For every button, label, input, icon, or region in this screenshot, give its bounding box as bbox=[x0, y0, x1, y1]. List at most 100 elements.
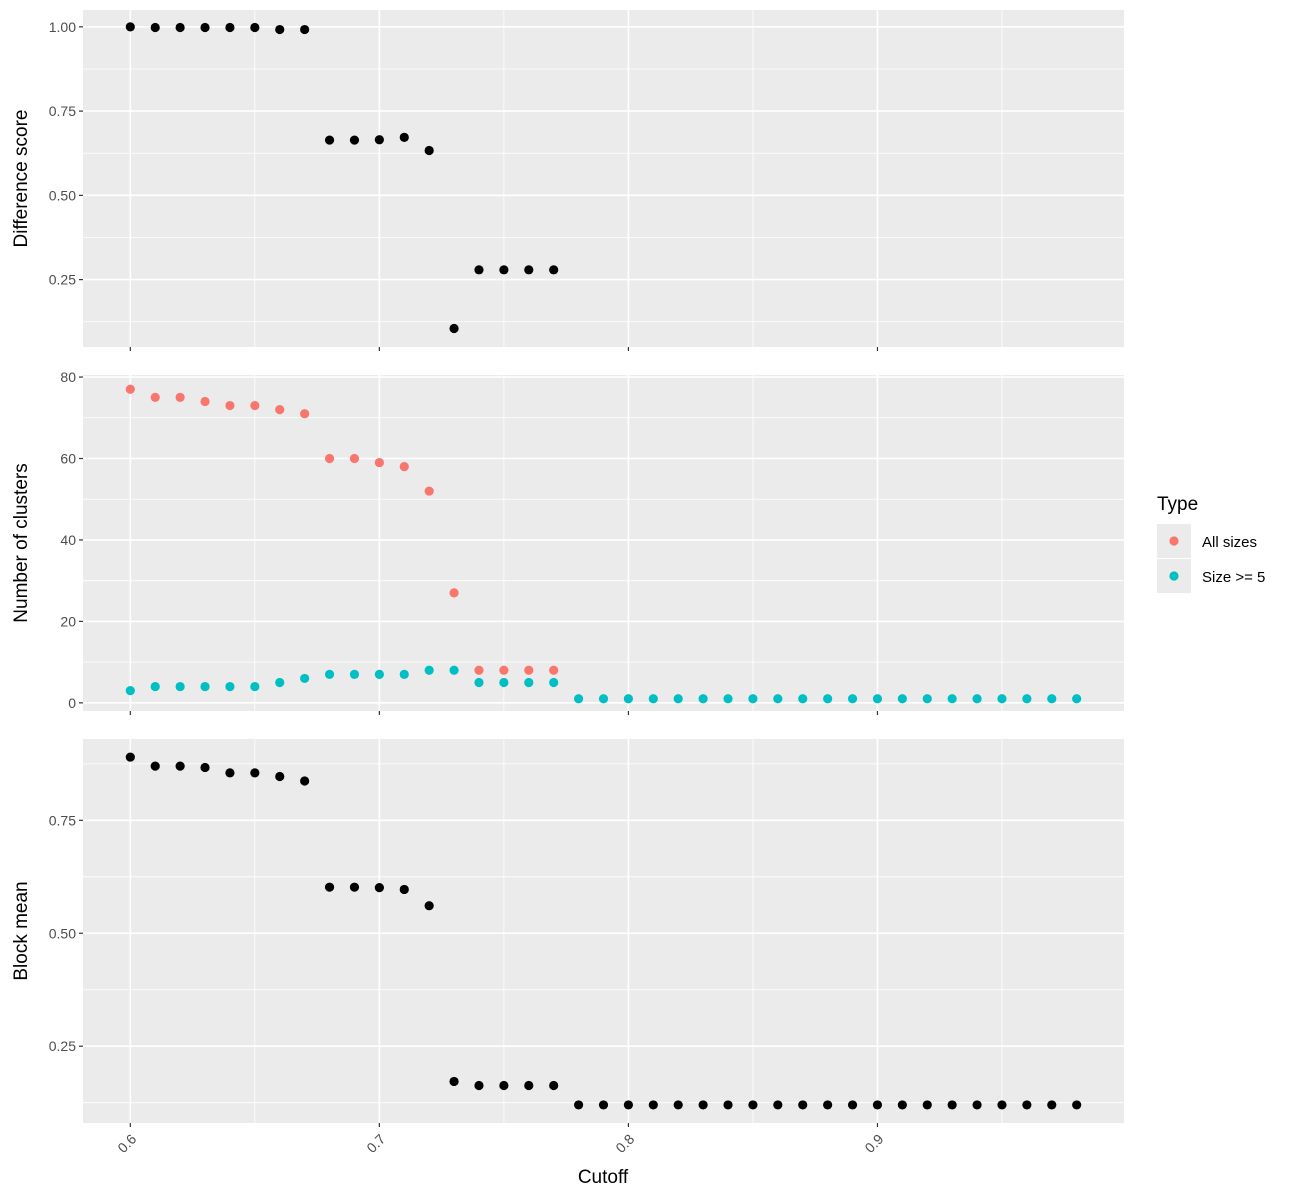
data-point bbox=[872, 1100, 883, 1110]
x-tick-label: 0.7 bbox=[363, 1131, 388, 1156]
legend-label-all-sizes: All sizes bbox=[1202, 534, 1257, 551]
y-tick-label: 20 bbox=[60, 613, 76, 629]
y-tick-label: 40 bbox=[60, 532, 76, 548]
y-tick-label: 0.25 bbox=[49, 272, 76, 288]
data-point bbox=[648, 694, 658, 704]
data-point bbox=[499, 665, 509, 675]
data-point bbox=[549, 265, 559, 275]
legend-label-size-5: Size >= 5 bbox=[1202, 569, 1265, 586]
data-point bbox=[1047, 1100, 1057, 1110]
data-point bbox=[374, 457, 384, 468]
panels: 0.25 0.50 0.75 1.00 Difference score 0 20 40 60 8… bbox=[11, 10, 1124, 1156]
data-point bbox=[324, 453, 335, 464]
data-point bbox=[399, 669, 409, 679]
data-point bbox=[1047, 694, 1057, 704]
data-point bbox=[399, 884, 409, 895]
data-point bbox=[922, 694, 932, 704]
data-point bbox=[349, 669, 360, 679]
data-point bbox=[250, 681, 260, 692]
data-point bbox=[723, 1100, 733, 1110]
data-point bbox=[399, 462, 409, 472]
data-point bbox=[673, 1100, 683, 1110]
data-point bbox=[499, 1080, 509, 1091]
x-axis-title: Cutoff bbox=[578, 1167, 629, 1188]
data-point bbox=[1072, 694, 1082, 704]
data-point bbox=[1022, 1100, 1032, 1110]
x-tick-label: 0.8 bbox=[612, 1131, 637, 1156]
y-tick-label: 0.75 bbox=[49, 812, 76, 828]
panel-background bbox=[83, 10, 1124, 347]
data-point bbox=[474, 677, 484, 688]
data-point bbox=[225, 400, 235, 411]
y-tick-label: 0.50 bbox=[49, 925, 76, 941]
legend-key-size-5 bbox=[1169, 571, 1179, 581]
data-point bbox=[673, 694, 683, 704]
data-point bbox=[947, 694, 957, 704]
data-point bbox=[175, 761, 185, 771]
data-point bbox=[748, 694, 758, 704]
data-point bbox=[499, 265, 509, 275]
data-point bbox=[474, 1080, 484, 1091]
data-point bbox=[648, 1100, 658, 1110]
data-point bbox=[773, 694, 783, 704]
data-point bbox=[175, 392, 185, 402]
data-point bbox=[374, 669, 384, 679]
y-tick-label: 0.50 bbox=[49, 187, 76, 203]
data-point bbox=[549, 665, 559, 675]
y-tick-label: 80 bbox=[60, 369, 76, 385]
data-point bbox=[424, 665, 434, 675]
data-point bbox=[449, 665, 459, 675]
data-point bbox=[499, 677, 509, 688]
data-point bbox=[324, 135, 335, 145]
data-point bbox=[1022, 694, 1032, 704]
y-axis-title-top: Difference score bbox=[11, 110, 32, 248]
data-point bbox=[698, 1100, 708, 1110]
data-point bbox=[349, 135, 360, 145]
data-point bbox=[374, 883, 384, 893]
data-point bbox=[200, 681, 210, 692]
data-point bbox=[623, 694, 634, 704]
data-point bbox=[150, 681, 160, 692]
data-point bbox=[598, 1100, 609, 1110]
data-point bbox=[250, 768, 260, 778]
data-point bbox=[150, 761, 160, 771]
data-point bbox=[798, 1100, 808, 1110]
y-tick-label: 60 bbox=[60, 450, 76, 466]
data-point bbox=[524, 265, 534, 275]
data-point bbox=[474, 265, 484, 275]
data-point bbox=[449, 588, 459, 598]
data-point bbox=[150, 392, 160, 402]
data-point bbox=[175, 22, 185, 33]
panel-background bbox=[83, 375, 1124, 711]
panel-bottom: 0.25 0.50 0.75 Block mean 0.6 0.7 0.8 0.9 bbox=[11, 739, 1124, 1156]
data-point bbox=[847, 694, 858, 704]
data-point bbox=[300, 776, 310, 786]
data-point bbox=[125, 384, 135, 394]
data-point bbox=[474, 665, 484, 675]
data-point bbox=[449, 1076, 459, 1087]
data-point bbox=[872, 694, 883, 704]
data-point bbox=[125, 752, 135, 762]
y-tick-label: 0.75 bbox=[49, 103, 76, 119]
x-tick-label: 0.6 bbox=[114, 1131, 139, 1156]
x-tick-label: 0.9 bbox=[861, 1131, 886, 1156]
series-all-sizes bbox=[125, 384, 559, 675]
data-point bbox=[125, 686, 135, 696]
data-point bbox=[399, 132, 409, 142]
data-point bbox=[424, 901, 434, 911]
panel-background bbox=[83, 739, 1124, 1123]
data-point bbox=[349, 882, 360, 892]
data-point bbox=[524, 665, 534, 675]
data-point bbox=[922, 1100, 932, 1110]
data-point bbox=[175, 681, 185, 692]
data-point bbox=[225, 768, 235, 778]
data-point bbox=[573, 694, 584, 704]
data-point bbox=[225, 681, 235, 692]
panel-middle: 0 20 40 60 80 Number of clusters bbox=[11, 369, 1124, 715]
data-point bbox=[823, 694, 833, 704]
data-point bbox=[549, 677, 559, 688]
data-point bbox=[698, 694, 708, 704]
data-point bbox=[324, 882, 335, 892]
data-point bbox=[997, 1100, 1007, 1110]
data-point bbox=[972, 1100, 982, 1110]
